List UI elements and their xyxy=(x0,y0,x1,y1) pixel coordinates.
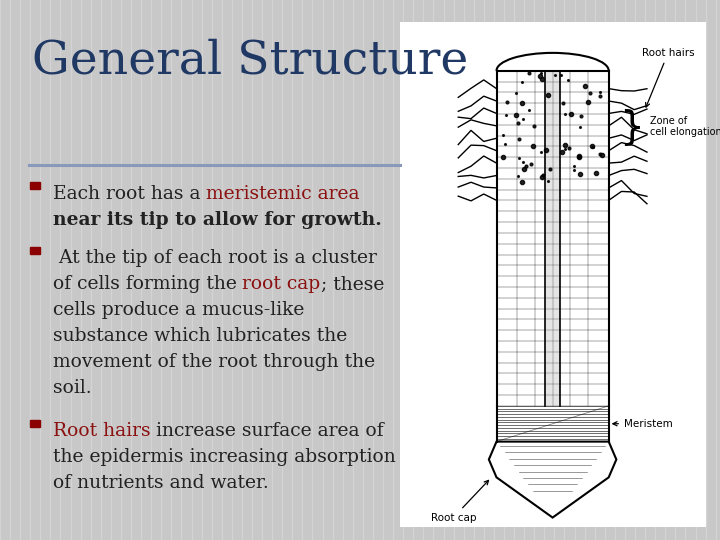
Text: Each root has a: Each root has a xyxy=(53,185,206,202)
Text: General Structure: General Structure xyxy=(32,38,469,83)
Text: increase surface area of: increase surface area of xyxy=(150,422,384,440)
Bar xyxy=(545,71,560,406)
Text: Meristem: Meristem xyxy=(613,418,672,429)
Bar xyxy=(30,182,40,189)
Text: movement of the root through the: movement of the root through the xyxy=(53,353,374,371)
Text: Zone of
cell elongation: Zone of cell elongation xyxy=(649,116,720,137)
Text: At the tip of each root is a cluster: At the tip of each root is a cluster xyxy=(53,249,377,267)
Polygon shape xyxy=(489,442,616,517)
Text: }: } xyxy=(619,107,644,146)
Text: meristemic area: meristemic area xyxy=(206,185,359,202)
Text: Root hairs: Root hairs xyxy=(53,422,150,440)
Text: Root hairs: Root hairs xyxy=(642,48,695,107)
Bar xyxy=(400,22,706,526)
Text: ; these: ; these xyxy=(320,275,384,293)
Text: the epidermis increasing absorption: the epidermis increasing absorption xyxy=(53,448,395,466)
Text: of cells forming the: of cells forming the xyxy=(53,275,243,293)
Text: substance which lubricates the: substance which lubricates the xyxy=(53,327,347,345)
Bar xyxy=(30,420,40,427)
Text: Root cap: Root cap xyxy=(431,481,489,523)
Text: root cap: root cap xyxy=(243,275,320,293)
Bar xyxy=(30,247,40,254)
Text: soil.: soil. xyxy=(53,379,91,397)
Text: cells produce a mucus-like: cells produce a mucus-like xyxy=(53,301,304,319)
Text: of nutrients and water.: of nutrients and water. xyxy=(53,474,269,492)
Text: near its tip to allow for growth.: near its tip to allow for growth. xyxy=(53,211,382,228)
